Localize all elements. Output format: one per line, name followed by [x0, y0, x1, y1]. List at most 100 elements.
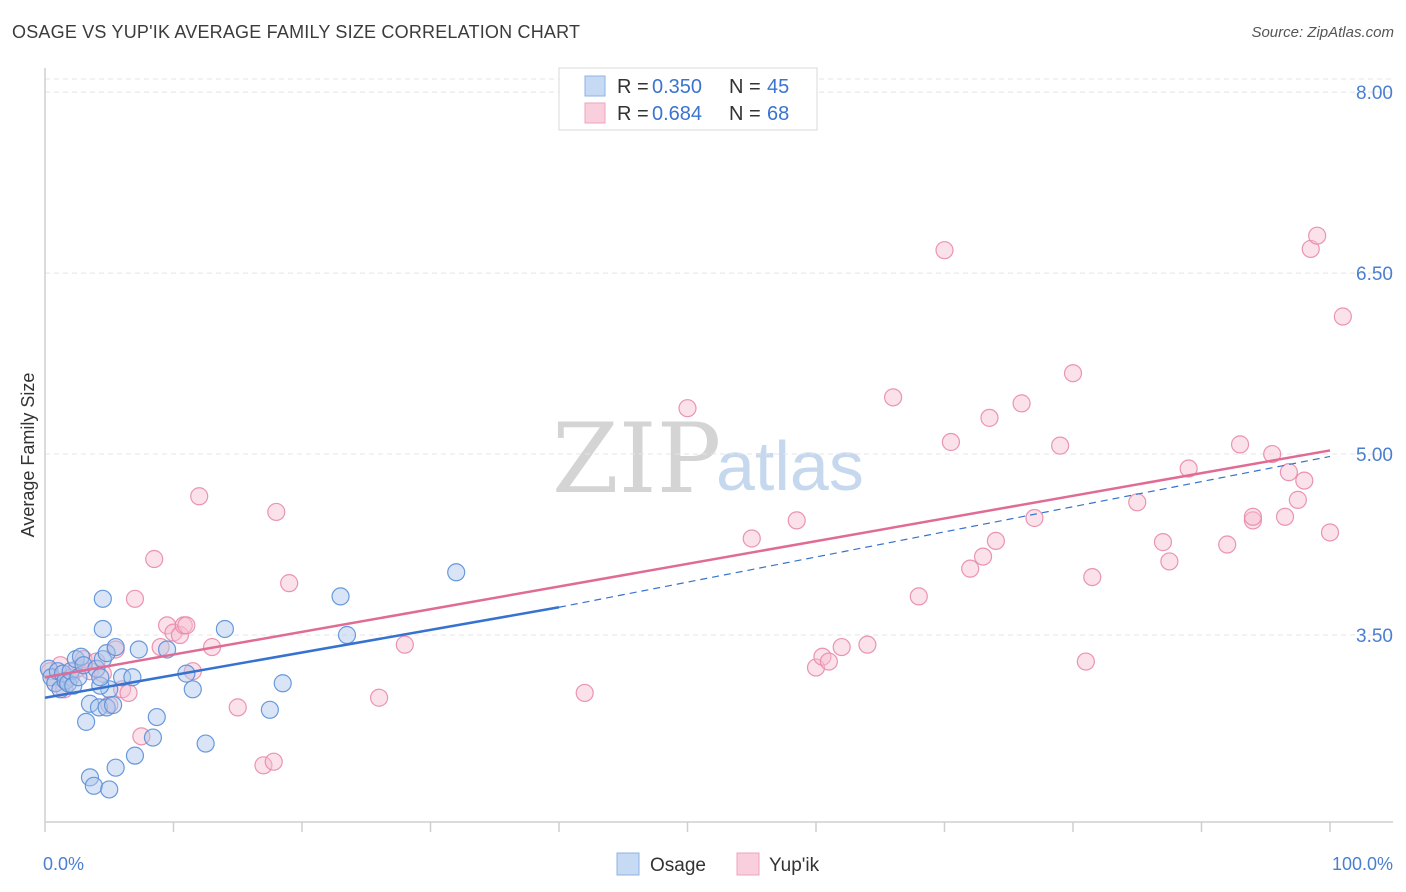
y-tick-label: 6.50	[1356, 264, 1393, 285]
yupik-point	[1279, 463, 1298, 482]
yupik-point	[1333, 307, 1352, 326]
yupik-point	[883, 388, 903, 407]
osage-point	[273, 674, 292, 693]
top-legend: R = 0.350 N = 45 R = 0.684 N = 68	[558, 67, 818, 131]
yupik-point	[1128, 493, 1147, 512]
yupik-point	[961, 559, 980, 578]
yupik-point	[787, 511, 806, 530]
y-tick-label: 8.00	[1356, 83, 1393, 104]
yupik-point	[1179, 459, 1198, 478]
yupik-point	[1243, 507, 1263, 526]
yupik-point	[1320, 523, 1340, 542]
yupik-point	[280, 574, 299, 593]
yupik-point	[1288, 490, 1307, 509]
yupik-point	[228, 698, 247, 717]
x-axis-ticks	[44, 822, 1331, 832]
yupik-point	[1295, 471, 1314, 490]
osage-point	[447, 563, 466, 582]
yupik-point	[1218, 535, 1237, 554]
yupik-point	[742, 529, 761, 548]
yupik-point	[177, 616, 196, 635]
osage-point	[80, 768, 100, 787]
yupik-point	[819, 652, 838, 671]
yupik-point	[1012, 394, 1031, 413]
legend-yupik-r-label: R =	[617, 103, 649, 125]
yupik-point	[145, 549, 164, 569]
osage-point	[93, 619, 112, 639]
legend-yupik-n-value: 68	[767, 103, 789, 125]
yupik-point	[267, 502, 286, 522]
watermark-zip: ZIP	[552, 403, 721, 515]
yupik-point	[1263, 444, 1282, 464]
yupik-point	[941, 432, 961, 452]
legend-osage-n-label: N =	[729, 76, 761, 98]
osage-trend-extension	[558, 455, 1331, 608]
osage-point	[112, 668, 132, 687]
legend-swatch-yupik	[584, 102, 606, 124]
grid-lines	[45, 78, 1393, 636]
yupik-point	[1063, 364, 1083, 383]
osage-point	[337, 625, 357, 645]
y-tick-label: 5.00	[1356, 445, 1393, 466]
bottom-legend: Osage Yup'ik	[616, 852, 820, 876]
legend-osage-n-value: 45	[767, 76, 789, 98]
osage-point	[129, 640, 148, 659]
bottom-legend-swatch-osage	[616, 852, 640, 876]
yupik-point	[1308, 226, 1327, 245]
yupik-point	[119, 683, 138, 703]
yupik-trend-line	[44, 449, 1331, 679]
yupik-point	[170, 625, 190, 645]
osage-trend-line	[44, 606, 560, 699]
yupik-point	[678, 399, 697, 418]
osage-point	[104, 695, 123, 715]
bottom-legend-label-yupik: Yup'ik	[769, 855, 820, 876]
yupik-point	[1083, 568, 1102, 587]
yupik-point	[980, 408, 999, 427]
trend-lines	[44, 449, 1331, 699]
yupik-point	[190, 487, 209, 506]
osage-point	[125, 746, 145, 765]
chart-title: OSAGE VS YUP'IK AVERAGE FAMILY SIZE CORR…	[12, 22, 581, 42]
yupik-point	[1051, 436, 1070, 455]
osage-point	[331, 587, 350, 606]
legend-yupik-r-value: 0.684	[652, 103, 702, 125]
bottom-legend-label-osage: Osage	[650, 855, 706, 876]
y-axis-label: Average Family Size	[18, 373, 38, 538]
watermark-atlas: atlas	[716, 427, 864, 505]
osage-point	[93, 589, 112, 608]
osage-point	[84, 776, 103, 795]
osage-point	[89, 698, 109, 717]
osage-point	[106, 758, 125, 777]
x-tick-label-min: 0.0%	[43, 854, 84, 874]
yupik-point	[395, 635, 414, 654]
source-note: Source: ZipAtlas.com	[1251, 24, 1394, 41]
yupik-point	[370, 688, 389, 707]
bottom-legend-swatch-yupik	[736, 852, 760, 876]
yupik-point	[1025, 508, 1044, 528]
osage-point	[106, 637, 125, 657]
yupik-point	[264, 752, 283, 771]
yupik-points	[41, 226, 1352, 775]
yupik-point	[125, 589, 145, 608]
y-tick-label: 3.50	[1356, 626, 1393, 647]
yupik-point	[132, 727, 151, 746]
legend-osage-r-value: 0.350	[652, 76, 702, 98]
osage-point	[196, 734, 215, 753]
yupik-point	[832, 637, 851, 657]
osage-point	[100, 780, 119, 799]
osage-point	[183, 680, 202, 699]
osage-point	[260, 700, 279, 719]
yupik-point	[575, 683, 594, 703]
osage-point	[147, 707, 166, 727]
yupik-point	[1076, 652, 1095, 671]
legend-yupik-n-label: N =	[729, 103, 761, 125]
yupik-point	[1160, 552, 1179, 571]
y-tick-labels: 3.50 5.00 6.50 8.00	[1356, 83, 1393, 647]
yupik-point	[1230, 435, 1250, 454]
yupik-point	[1275, 507, 1295, 526]
legend-osage-r-label: R =	[617, 76, 649, 98]
yupik-point	[935, 241, 954, 260]
osage-point	[77, 712, 96, 731]
yupik-point	[254, 756, 273, 775]
